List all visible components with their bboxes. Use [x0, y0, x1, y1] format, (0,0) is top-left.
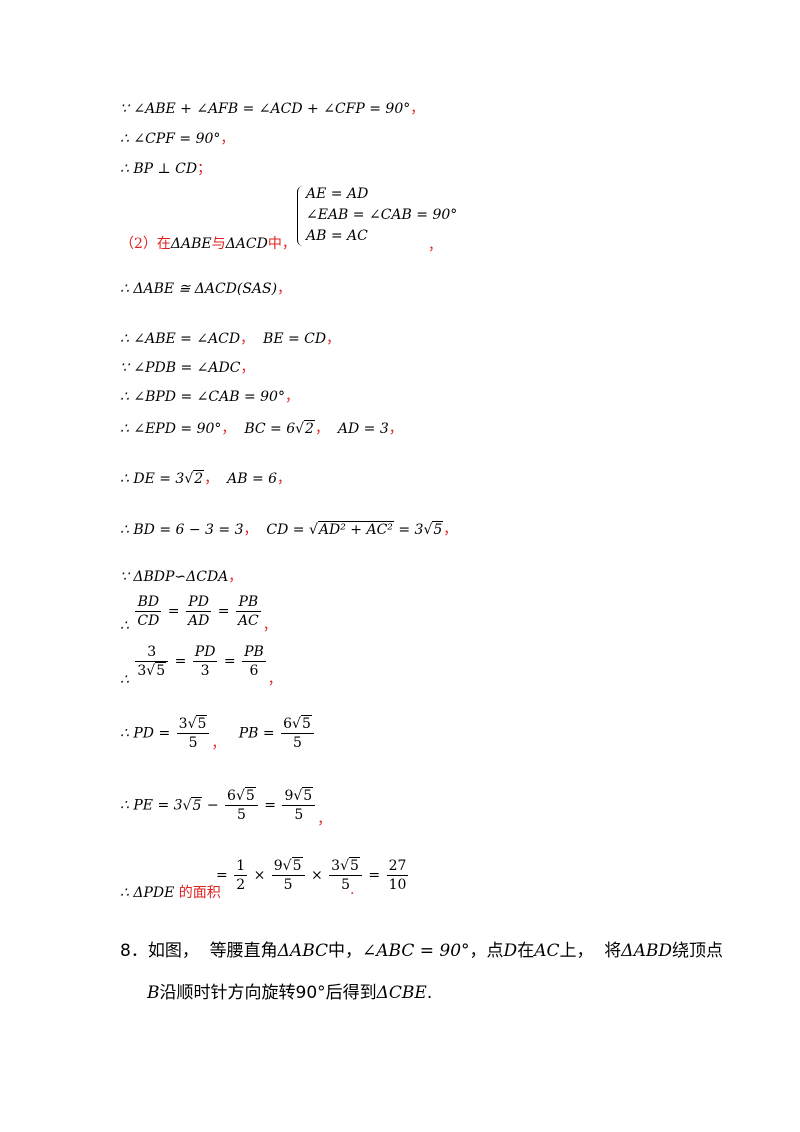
step-line-2: ∴ ∠CPF = 90°，: [120, 131, 235, 147]
sqrt-symbol: √5: [293, 787, 314, 804]
fraction: PB AC: [235, 594, 261, 629]
fraction-line-2: ∴ 3 3√5 = PD 3 = PB 6，: [120, 644, 282, 688]
step-line-10: ∴ DE = 3√2， AB = 6，: [120, 470, 292, 487]
question-8-line-1: 8．如图， 等腰直角ΔABC中，∠ABC = 90°，点D在AC上， 将ΔABD…: [120, 941, 723, 961]
area-label: ∴ ΔPDE 的面积: [120, 885, 221, 901]
fraction: 6√5 5: [281, 715, 314, 751]
fraction: PD AD: [185, 594, 212, 629]
sqrt-symbol: √AD² + AC²: [308, 521, 394, 538]
sqrt-symbol: √2: [295, 420, 315, 437]
step-line-7: ∵ ∠PDB = ∠ADC，: [120, 360, 255, 376]
sqrt-symbol: √5: [340, 857, 360, 874]
fraction-line-4: ∴ PE = 3√5 − 6√5 5 = 9√5 5，: [120, 787, 332, 828]
step-line-11: ∴ BD = 6 − 3 = 3， CD = √AD² + AC² = 3√5，: [120, 521, 458, 538]
fraction: 3√5 5: [176, 715, 210, 751]
fraction: 9√5 5: [271, 857, 305, 893]
fraction: PD 3: [192, 644, 218, 679]
fraction-line-1: ∴ BD CD = PD AD = PB AC，: [120, 594, 277, 634]
fraction: 3√5 5: [329, 857, 362, 893]
fraction-line-3: ∴ PD = 3√5 5， PB = 6√5 5: [120, 715, 316, 752]
step-line-9: ∴ ∠EPD = 90°， BC = 6√2， AD = 3，: [120, 420, 403, 437]
step-line-12: ∵ ΔBDP∽ΔCDA，: [120, 569, 243, 585]
step-line-6: ∴ ∠ABE = ∠ACD， BE = CD，: [120, 331, 341, 347]
sqrt-symbol: √2: [184, 470, 205, 487]
fraction: BD CD: [135, 594, 162, 629]
step-line-3: ∴ BP ⊥ CD；: [120, 161, 212, 177]
step-line-1: ∵ ∠ABE + ∠AFB = ∠ACD + ∠CFP = 90°，: [120, 101, 425, 117]
step-line-8: ∴ ∠BPD = ∠CAB = 90°，: [120, 389, 299, 405]
system-line-2: ∠EAB = ∠CAB = 90°: [306, 207, 458, 223]
sqrt-symbol: √5: [182, 796, 203, 814]
fraction: 6√5 5: [225, 787, 258, 823]
question-8-line-2: B沿顺时针方向旋转90°后得到ΔCBE.: [147, 983, 433, 1003]
system-brace: [297, 186, 304, 246]
fraction: 27 10: [386, 858, 409, 893]
system-line-1: AE = AD: [306, 186, 369, 202]
sqrt-symbol: √5: [423, 521, 444, 538]
sqrt-symbol: √5: [187, 715, 208, 732]
sqrt-symbol: √5: [146, 662, 167, 679]
system-line-3: AB = AC: [306, 228, 368, 244]
fraction: 9√5 5: [282, 787, 316, 823]
sqrt-symbol: √5: [292, 715, 312, 732]
area-end: .: [350, 882, 355, 898]
fraction: PB 6: [242, 644, 266, 679]
sqrt-symbol: √5: [235, 787, 256, 804]
step-line-4: （2）在ΔABE与ΔACD中，: [120, 236, 296, 252]
sqrt-symbol: √5: [282, 857, 303, 874]
step-line-5: ∴ ΔABE ≅ ΔACD(SAS)，: [120, 281, 292, 297]
step-line-4-end: ，: [428, 238, 442, 254]
fraction: 3 3√5: [135, 644, 169, 679]
